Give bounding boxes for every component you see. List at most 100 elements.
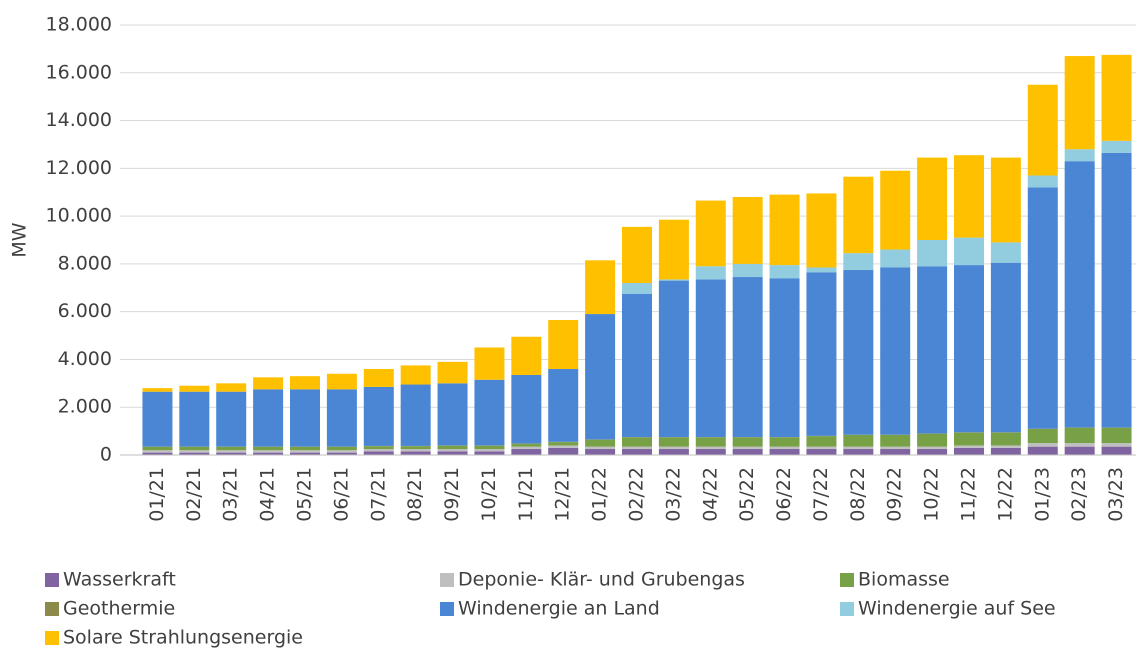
bar-segment: [1101, 54, 1132, 141]
y-tick-label: 14.000: [46, 109, 112, 131]
x-tick-label: 05/21: [294, 467, 316, 522]
bar-segment: [843, 434, 874, 447]
bar-segment: [769, 449, 800, 455]
bar-segment: [954, 432, 984, 446]
bar-segment: [511, 443, 542, 447]
bar-segment: [622, 293, 652, 438]
bar-segment: [917, 449, 948, 455]
bar-segment: [290, 446, 320, 451]
bar-segment: [253, 450, 284, 453]
x-tick-label: 05/22: [736, 467, 758, 522]
bar-segment: [990, 157, 1021, 243]
x-tick-label: 11/22: [958, 467, 980, 522]
x-tick-label: 02/21: [183, 467, 205, 522]
bar-segment: [954, 265, 984, 433]
bar-segment: [474, 379, 505, 446]
bar-segment: [880, 434, 911, 447]
bar-segment: [917, 240, 948, 267]
bar-segment: [990, 242, 1021, 263]
bar-segment: [548, 447, 579, 455]
bar-segment: [880, 449, 911, 455]
bar-segment: [216, 383, 247, 392]
bar-segment: [216, 452, 247, 455]
bar-segment: [917, 266, 948, 434]
bar-segment: [843, 269, 874, 435]
bar-segment: [1064, 446, 1095, 455]
legend-label: Windenergie auf See: [858, 598, 1056, 620]
bar-segment: [179, 452, 210, 455]
bar-segment: [732, 277, 763, 438]
bar-segment: [658, 280, 689, 438]
legend-label: Wasserkraft: [63, 569, 176, 591]
bar-segment: [732, 197, 763, 264]
x-tick-label: 10/22: [921, 467, 943, 522]
x-tick-label: 03/21: [220, 467, 242, 522]
bar-segment: [474, 451, 505, 455]
x-tick-label: 01/21: [146, 467, 168, 522]
bar-segment: [1064, 56, 1095, 150]
bar-segment: [437, 383, 468, 446]
bar-segment: [437, 449, 468, 452]
legend-swatch: [440, 573, 454, 587]
bar-segment: [179, 385, 210, 392]
x-tick-label: 12/21: [552, 467, 574, 522]
x-tick-label: 04/21: [257, 467, 279, 522]
bar-segment: [954, 447, 984, 455]
bar-segment: [732, 449, 763, 455]
bar-segment: [990, 432, 1021, 446]
bar-segment: [326, 373, 357, 390]
bar-segment: [622, 437, 652, 447]
legend-label: Geothermie: [63, 598, 175, 620]
bar-segment: [585, 446, 616, 450]
x-tick-label: 06/22: [773, 467, 795, 522]
x-tick-label: 07/22: [810, 467, 832, 522]
bar-segment: [548, 445, 579, 448]
legend-label: Windenergie an Land: [458, 598, 660, 620]
bar-segment: [290, 452, 320, 455]
bar-segment: [1101, 427, 1132, 444]
bar-segment: [843, 253, 874, 270]
x-tick-label: 11/21: [515, 467, 537, 522]
bar-segment: [253, 377, 284, 390]
x-tick-label: 01/22: [589, 467, 611, 522]
legend-label: Deponie- Klär- und Grubengas: [458, 569, 745, 591]
bar-segment: [769, 194, 800, 266]
bar-segment: [732, 437, 763, 447]
bar-segment: [880, 446, 911, 450]
bar-segment: [658, 219, 689, 280]
bar-segment: [658, 449, 689, 455]
bar-segment: [1027, 84, 1058, 176]
bar-segment: [769, 278, 800, 438]
bar-segment: [363, 449, 394, 452]
bar-segment: [769, 446, 800, 450]
bar-segment: [548, 442, 579, 446]
bar-segment: [880, 249, 911, 268]
bar-segment: [437, 445, 468, 450]
y-tick-label: 16.000: [46, 61, 112, 83]
bar-segment: [585, 314, 616, 440]
bar-segment: [290, 450, 320, 453]
bar-segment: [843, 449, 874, 455]
bar-segment: [400, 446, 431, 450]
bar-segment: [843, 446, 874, 450]
bar-segment: [474, 449, 505, 452]
bar-segment: [585, 439, 616, 447]
x-tick-label: 07/21: [367, 467, 389, 522]
bar-segment: [1064, 149, 1095, 162]
bar-segment: [326, 446, 357, 451]
y-tick-label: 4.000: [58, 348, 112, 370]
bar-segment: [806, 449, 837, 455]
bar-segment: [548, 369, 579, 442]
x-tick-label: 03/23: [1105, 467, 1127, 522]
bar-segment: [622, 283, 652, 294]
bar-segment: [622, 226, 652, 283]
bar-segment: [695, 449, 726, 455]
x-tick-label: 12/22: [994, 467, 1016, 522]
y-tick-label: 10.000: [46, 205, 112, 227]
bar-segment: [954, 445, 984, 448]
bar-segment: [363, 446, 394, 450]
bar-segment: [917, 157, 948, 240]
bar-segment: [400, 384, 431, 446]
bar-segment: [437, 451, 468, 455]
